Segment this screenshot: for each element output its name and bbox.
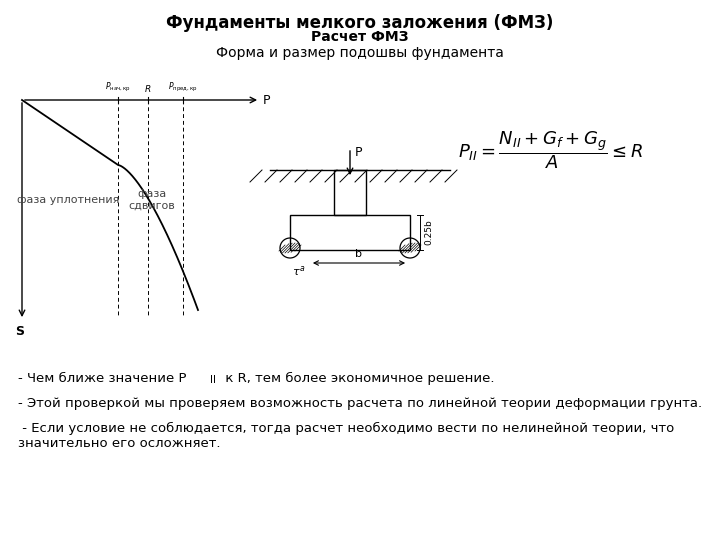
Text: 0.25b: 0.25b [424,220,433,245]
Text: фаза
сдвигов: фаза сдвигов [129,189,176,211]
Text: $P_{\rm нач,кр}$: $P_{\rm нач,кр}$ [105,81,131,94]
Text: S: S [16,325,24,338]
Text: P: P [263,93,271,106]
Text: $P_{\rm пред,кр}$: $P_{\rm пред,кр}$ [168,81,198,94]
Text: - Если условие не соблюдается, тогда расчет необходимо вести по нелинейной теори: - Если условие не соблюдается, тогда рас… [18,422,674,450]
Text: P: P [355,146,362,159]
Text: b: b [354,249,361,259]
Text: Форма и размер подошвы фундамента: Форма и размер подошвы фундамента [216,46,504,60]
Text: фаза уплотнения: фаза уплотнения [17,195,120,205]
Text: - Этой проверкой мы проверяем возможность расчета по линейной теории деформации : - Этой проверкой мы проверяем возможност… [18,397,702,410]
Text: $R$: $R$ [144,83,152,94]
Text: - Чем ближе значение P: - Чем ближе значение P [18,372,186,385]
Text: II: II [210,375,216,385]
Text: Расчет ФМЗ: Расчет ФМЗ [311,30,409,44]
Text: к R, тем более экономичное решение.: к R, тем более экономичное решение. [221,372,495,385]
Text: Фундаменты мелкого заложения (ФМЗ): Фундаменты мелкого заложения (ФМЗ) [166,14,554,32]
Text: $\tau^a$: $\tau^a$ [292,264,305,278]
Text: $\mathit{P}_{II} = \dfrac{\mathit{N}_{II} + \mathit{G}_f + \mathit{G}_g}{\mathit: $\mathit{P}_{II} = \dfrac{\mathit{N}_{II… [457,129,642,171]
